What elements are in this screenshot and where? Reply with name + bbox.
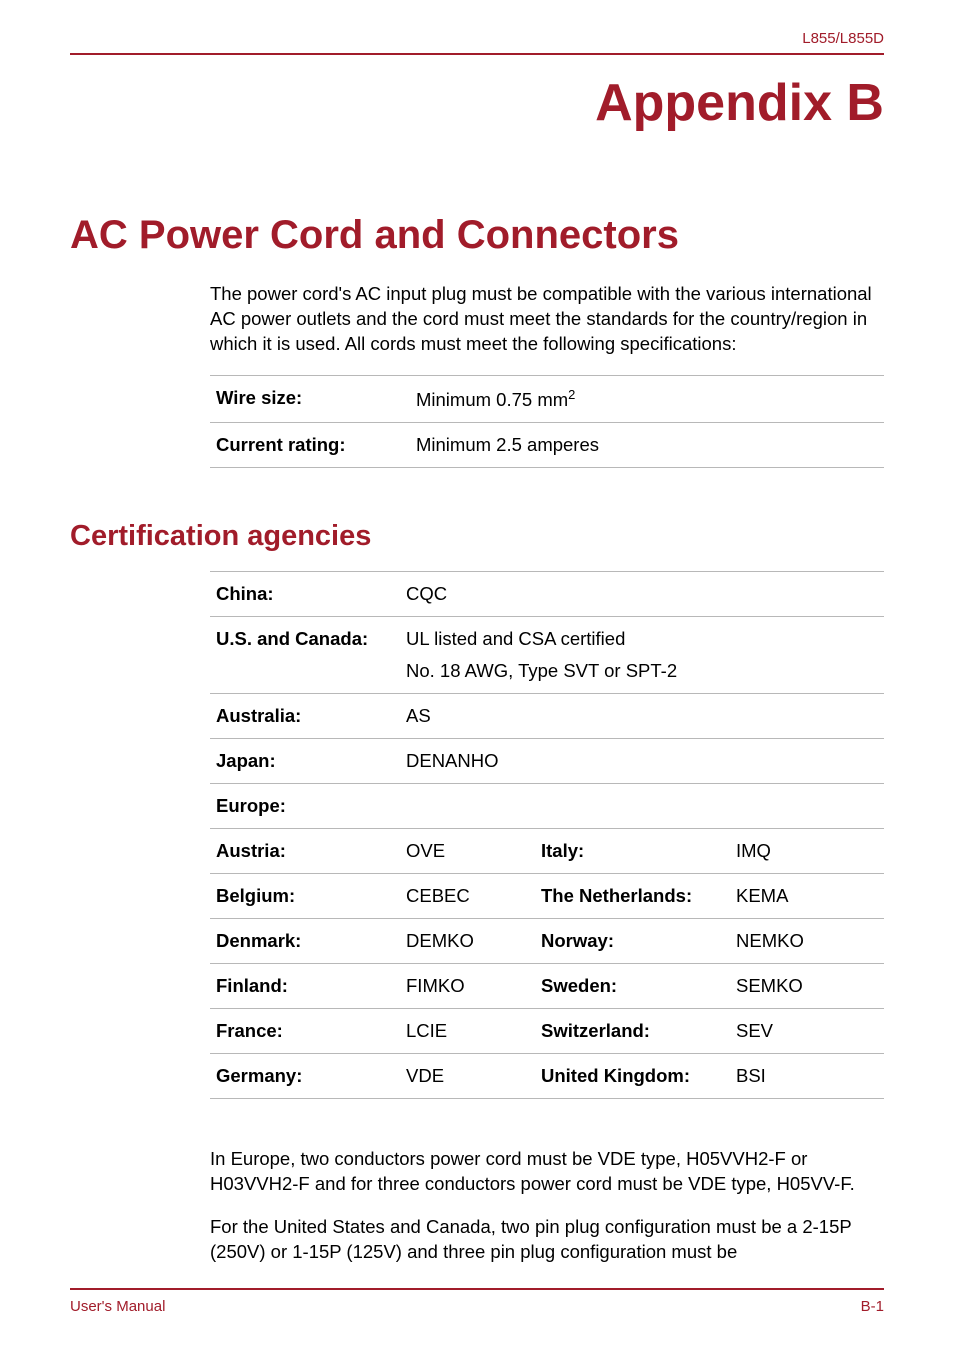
agency-label: Belgium: <box>210 874 400 919</box>
appendix-title: Appendix B <box>70 73 884 133</box>
table-row: U.S. and Canada: UL listed and CSA certi… <box>210 617 884 694</box>
agency-label: France: <box>210 1009 400 1054</box>
agency-value: FIMKO <box>400 964 535 1009</box>
table-row: France: LCIE Switzerland: SEV <box>210 1009 884 1054</box>
table-row: Current rating: Minimum 2.5 amperes <box>210 423 884 468</box>
footer-right: B-1 <box>861 1298 884 1315</box>
agency-value: DEMKO <box>400 919 535 964</box>
table-row: Europe: <box>210 784 884 829</box>
agency-label: Sweden: <box>535 964 730 1009</box>
chapter-title: AC Power Cord and Connectors <box>70 213 884 258</box>
agency-label: Denmark: <box>210 919 400 964</box>
agency-label: Italy: <box>535 829 730 874</box>
agency-value: IMQ <box>730 829 884 874</box>
spec-value: Minimum 0.75 mm2 <box>410 375 884 422</box>
table-row: Japan: DENANHO <box>210 739 884 784</box>
footer-left: User's Manual <box>70 1298 165 1315</box>
agency-label: Australia: <box>210 694 400 739</box>
agency-value: BSI <box>730 1054 884 1099</box>
header-model: L855/L855D <box>70 30 884 55</box>
agency-label: U.S. and Canada: <box>210 617 400 694</box>
note-paragraph-2: For the United States and Canada, two pi… <box>210 1215 884 1265</box>
agency-label: United Kingdom: <box>535 1054 730 1099</box>
spec-value: Minimum 2.5 amperes <box>410 423 884 468</box>
spec-label: Current rating: <box>210 423 410 468</box>
agency-label: Europe: <box>210 784 400 829</box>
note-paragraph-1: In Europe, two conductors power cord mus… <box>210 1147 884 1197</box>
table-row: Germany: VDE United Kingdom: BSI <box>210 1054 884 1099</box>
agency-label: Germany: <box>210 1054 400 1099</box>
agencies-table: China: CQC U.S. and Canada: UL listed an… <box>210 571 884 1099</box>
spec-label: Wire size: <box>210 375 410 422</box>
agency-value: VDE <box>400 1054 535 1099</box>
table-row: Belgium: CEBEC The Netherlands: KEMA <box>210 874 884 919</box>
table-row: Austria: OVE Italy: IMQ <box>210 829 884 874</box>
table-row: Australia: AS <box>210 694 884 739</box>
agency-value: UL listed and CSA certified No. 18 AWG, … <box>400 617 884 694</box>
table-row: China: CQC <box>210 572 884 617</box>
agency-label: Japan: <box>210 739 400 784</box>
agency-value: NEMKO <box>730 919 884 964</box>
agency-value <box>400 784 884 829</box>
intro-paragraph: The power cord's AC input plug must be c… <box>210 282 884 357</box>
agency-value: CEBEC <box>400 874 535 919</box>
section-heading-certification: Certification agencies <box>70 520 884 553</box>
agency-value: SEV <box>730 1009 884 1054</box>
agency-label: Finland: <box>210 964 400 1009</box>
agency-label: Switzerland: <box>535 1009 730 1054</box>
specs-table: Wire size: Minimum 0.75 mm2 Current rati… <box>210 375 884 468</box>
agency-value: LCIE <box>400 1009 535 1054</box>
table-row: Finland: FIMKO Sweden: SEMKO <box>210 964 884 1009</box>
agency-label: Norway: <box>535 919 730 964</box>
page-footer: User's Manual B-1 <box>70 1288 884 1315</box>
agency-label: China: <box>210 572 400 617</box>
table-row: Denmark: DEMKO Norway: NEMKO <box>210 919 884 964</box>
agency-value: OVE <box>400 829 535 874</box>
agency-value: AS <box>400 694 884 739</box>
agency-label: The Netherlands: <box>535 874 730 919</box>
agency-value: SEMKO <box>730 964 884 1009</box>
agency-label: Austria: <box>210 829 400 874</box>
table-row: Wire size: Minimum 0.75 mm2 <box>210 375 884 422</box>
agency-value: CQC <box>400 572 884 617</box>
agency-value: DENANHO <box>400 739 884 784</box>
agency-value: KEMA <box>730 874 884 919</box>
